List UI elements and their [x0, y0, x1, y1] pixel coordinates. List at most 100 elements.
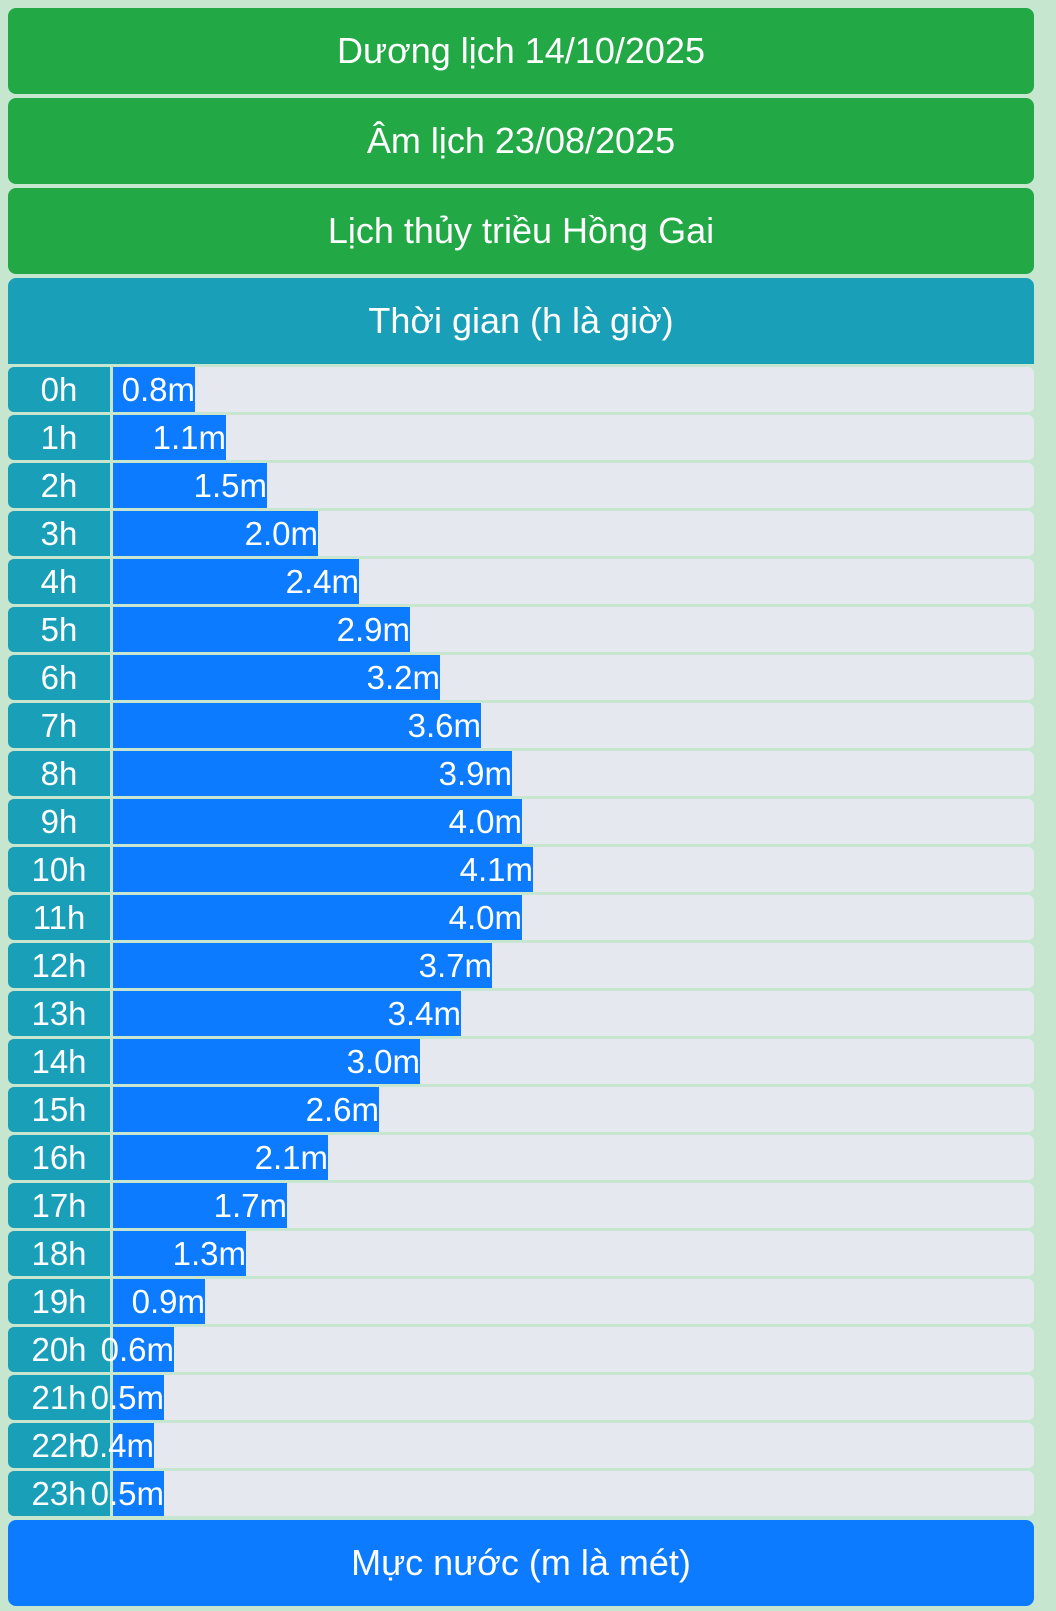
bar-track: 4.1m — [113, 847, 1034, 892]
hour-label: 1h — [8, 415, 110, 460]
tide-bar: 2.1m — [113, 1135, 328, 1180]
tide-row: 11h 4.0m — [8, 895, 1034, 940]
tide-bar: 3.2m — [113, 655, 440, 700]
bar-track: 0.5m — [91, 1471, 1034, 1516]
bar-track: 2.6m — [113, 1087, 1034, 1132]
tide-row: 4h 2.4m — [8, 559, 1034, 604]
tide-title: Lịch thủy triều Hồng Gai — [8, 188, 1034, 274]
tide-bar: 3.6m — [113, 703, 481, 748]
bar-track: 0.4m — [81, 1423, 1034, 1468]
hour-label: 8h — [8, 751, 110, 796]
tide-bar: 0.5m — [91, 1471, 164, 1516]
hour-label: 20h — [8, 1327, 110, 1372]
tide-bar: 1.7m — [113, 1183, 287, 1228]
tide-row: 17h 1.7m — [8, 1183, 1034, 1228]
hour-label: 18h — [8, 1231, 110, 1276]
tide-bar: 3.9m — [113, 751, 512, 796]
hour-label: 7h — [8, 703, 110, 748]
hour-label: 17h — [8, 1183, 110, 1228]
hour-label: 5h — [8, 607, 110, 652]
bar-track: 3.9m — [113, 751, 1034, 796]
hour-label: 12h — [8, 943, 110, 988]
solar-date-header: Dương lịch 14/10/2025 — [8, 8, 1034, 94]
tide-row: 5h 2.9m — [8, 607, 1034, 652]
bar-track: 1.3m — [113, 1231, 1034, 1276]
hour-label: 6h — [8, 655, 110, 700]
bar-track: 0.6m — [101, 1327, 1034, 1372]
tide-bar: 2.6m — [113, 1087, 379, 1132]
bar-track: 3.4m — [113, 991, 1034, 1036]
bar-track: 2.9m — [113, 607, 1034, 652]
tide-row: 3h 2.0m — [8, 511, 1034, 556]
tide-bar: 0.4m — [81, 1423, 154, 1468]
tide-row: 18h 1.3m — [8, 1231, 1034, 1276]
tide-row: 7h 3.6m — [8, 703, 1034, 748]
bar-track: 0.5m — [91, 1375, 1034, 1420]
tide-row: 15h 2.6m — [8, 1087, 1034, 1132]
tide-bar-chart: 0h 0.8m 1h 1.1m 2h 1.5m 3h 2.0m 4h 2.4m 5h 2.9m 6h 3.… — [8, 367, 1034, 1519]
hour-label: 15h — [8, 1087, 110, 1132]
bar-track: 1.7m — [113, 1183, 1034, 1228]
bar-track: 3.6m — [113, 703, 1034, 748]
time-axis-header: Thời gian (h là giờ) — [8, 278, 1034, 364]
tide-bar: 0.9m — [113, 1279, 205, 1324]
hour-label: 16h — [8, 1135, 110, 1180]
bar-track: 1.5m — [113, 463, 1034, 508]
tide-bar: 0.8m — [113, 367, 195, 412]
tide-row: 0h 0.8m — [8, 367, 1034, 412]
bar-track: 2.4m — [113, 559, 1034, 604]
tide-row: 21h 0.5m — [8, 1375, 1034, 1420]
tide-bar: 1.5m — [113, 463, 267, 508]
tide-row: 20h 0.6m — [8, 1327, 1034, 1372]
tide-row: 2h 1.5m — [8, 463, 1034, 508]
bar-track: 2.1m — [113, 1135, 1034, 1180]
tide-row: 8h 3.9m — [8, 751, 1034, 796]
hour-label: 9h — [8, 799, 110, 844]
tide-bar: 0.6m — [101, 1327, 174, 1372]
bar-track: 4.0m — [113, 895, 1034, 940]
tide-bar: 4.0m — [113, 799, 522, 844]
hour-label: 3h — [8, 511, 110, 556]
tide-row: 19h 0.9m — [8, 1279, 1034, 1324]
hour-label: 14h — [8, 1039, 110, 1084]
tide-row: 23h 0.5m — [8, 1471, 1034, 1516]
tide-bar: 1.3m — [113, 1231, 246, 1276]
bar-track: 4.0m — [113, 799, 1034, 844]
tide-row: 6h 3.2m — [8, 655, 1034, 700]
hour-label: 22h — [8, 1423, 110, 1468]
hour-label: 10h — [8, 847, 110, 892]
bar-track: 3.0m — [113, 1039, 1034, 1084]
bar-track: 0.9m — [113, 1279, 1034, 1324]
bar-track: 2.0m — [113, 511, 1034, 556]
hour-label: 11h — [8, 895, 110, 940]
tide-bar: 2.9m — [113, 607, 410, 652]
hour-label: 23h — [8, 1471, 110, 1516]
tide-row: 12h 3.7m — [8, 943, 1034, 988]
tide-row: 16h 2.1m — [8, 1135, 1034, 1180]
hour-label: 19h — [8, 1279, 110, 1324]
tide-bar: 2.4m — [113, 559, 359, 604]
bar-track: 3.2m — [113, 655, 1034, 700]
tide-bar: 3.4m — [113, 991, 461, 1036]
tide-bar: 4.1m — [113, 847, 533, 892]
tide-bar: 1.1m — [113, 415, 226, 460]
hour-label: 2h — [8, 463, 110, 508]
tide-row: 22h 0.4m — [8, 1423, 1034, 1468]
hour-label: 4h — [8, 559, 110, 604]
hour-label: 21h — [8, 1375, 110, 1420]
tide-bar: 4.0m — [113, 895, 522, 940]
tide-bar: 3.0m — [113, 1039, 420, 1084]
bar-track: 1.1m — [113, 415, 1034, 460]
tide-row: 13h 3.4m — [8, 991, 1034, 1036]
tide-bar: 2.0m — [113, 511, 318, 556]
tide-bar: 3.7m — [113, 943, 492, 988]
water-level-footer: Mực nước (m là mét) — [8, 1520, 1034, 1606]
bar-track: 3.7m — [113, 943, 1034, 988]
tide-row: 14h 3.0m — [8, 1039, 1034, 1084]
tide-row: 9h 4.0m — [8, 799, 1034, 844]
hour-label: 13h — [8, 991, 110, 1036]
tide-bar: 0.5m — [91, 1375, 164, 1420]
tide-row: 10h 4.1m — [8, 847, 1034, 892]
bar-track: 0.8m — [113, 367, 1034, 412]
